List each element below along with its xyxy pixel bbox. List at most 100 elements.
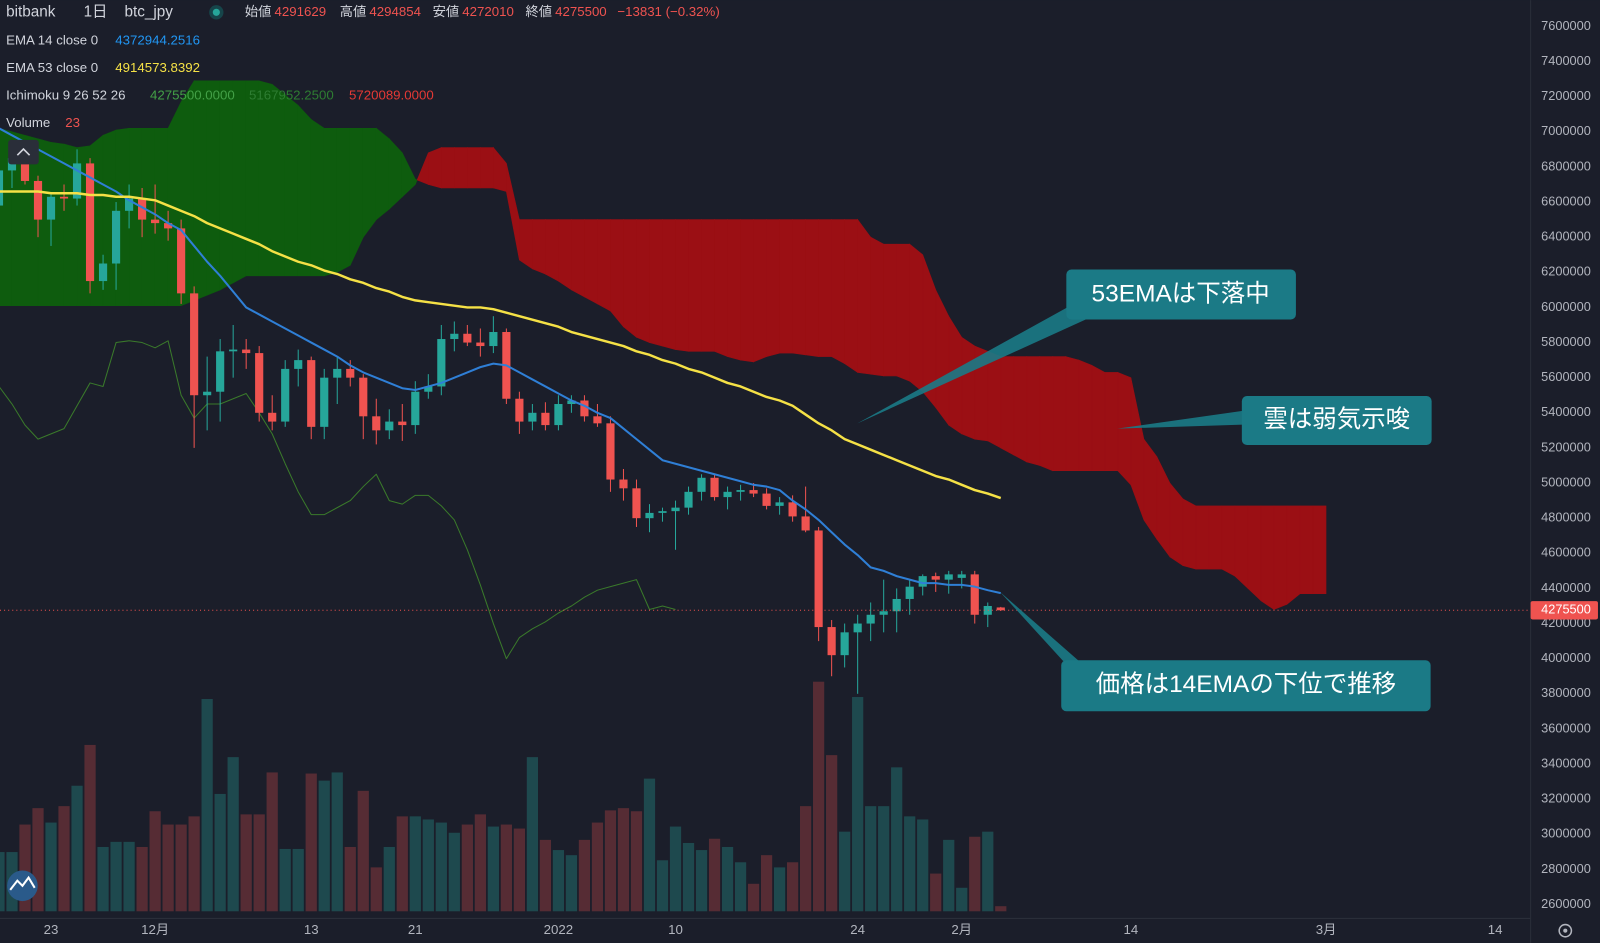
- candle-body: [151, 219, 160, 224]
- volume-bar: [526, 757, 539, 912]
- candle-body: [333, 368, 342, 378]
- candle-body: [749, 490, 758, 494]
- candle-body: [20, 158, 30, 181]
- interval[interactable]: 1日: [84, 3, 108, 20]
- cloud: [1260, 505, 1275, 611]
- volume-bar: [552, 850, 565, 912]
- volume-value: 23: [65, 115, 80, 130]
- cloud: [1013, 356, 1028, 463]
- y-tick-label: 2800000: [1541, 861, 1591, 876]
- volume-bar: [943, 839, 955, 912]
- indicator-legend: EMA 14 close 0 4372944.2516 EMA 53 close…: [6, 32, 434, 165]
- candle-body: [385, 421, 394, 431]
- cloud: [245, 80, 260, 277]
- open-label: 始値: [245, 4, 272, 19]
- candle-body: [72, 163, 82, 199]
- cloud: [883, 243, 897, 377]
- candle-body: [632, 488, 641, 519]
- ema14-label[interactable]: EMA 14 close 0: [6, 32, 98, 47]
- volume-bar: [19, 824, 31, 912]
- x-tick-label: 13: [304, 922, 319, 937]
- header: bitbank 1日 btc_jpy 始値 4291629 高値 4294854…: [6, 3, 720, 21]
- candle-body: [281, 368, 290, 422]
- close-value: 4275500: [555, 4, 607, 19]
- cloud: [1039, 356, 1054, 472]
- candle-body: [762, 493, 771, 506]
- volume-bar: [669, 826, 682, 912]
- volume-bar: [318, 780, 330, 912]
- x-tick-label: 21: [408, 922, 423, 937]
- ema53-label[interactable]: EMA 53 close 0: [6, 60, 98, 75]
- cloud: [154, 127, 169, 306]
- volume-bar: [84, 744, 96, 912]
- cloud: [792, 219, 806, 356]
- cloud: [714, 219, 728, 358]
- candle-body: [307, 360, 316, 427]
- logo[interactable]: [7, 870, 38, 902]
- volume-bar: [747, 883, 760, 912]
- volume-bar: [45, 822, 57, 912]
- volume-bar: [279, 848, 291, 912]
- volume-bar: [487, 826, 499, 912]
- volume-bar: [422, 819, 434, 912]
- candle-body: [372, 416, 381, 431]
- cloud: [219, 80, 234, 291]
- candle-body: [463, 333, 472, 343]
- y-tick-label: 6600000: [1541, 193, 1591, 208]
- y-tick-label: 3000000: [1541, 826, 1591, 841]
- close-label: 終値: [526, 4, 553, 19]
- ichimoku-value: 5720089.0000: [349, 87, 434, 102]
- candle-body: [359, 377, 368, 417]
- candle-body: [164, 223, 173, 229]
- candle-body: [801, 516, 810, 531]
- x-tick-label: 2022: [544, 922, 573, 937]
- annotations: 53EMAは下落中 雲は弱気示唆 価格は14EMAの下位で推移: [857, 269, 1432, 712]
- volume-bar: [578, 839, 591, 912]
- cloud: [1312, 505, 1327, 594]
- settings[interactable]: [1558, 923, 1573, 938]
- candle-body: [411, 391, 420, 426]
- cloud: [727, 219, 741, 361]
- cloud: [297, 104, 312, 277]
- collapse-icon: [16, 147, 31, 156]
- volume-bar: [865, 806, 877, 912]
- y-tick-label: 6800000: [1541, 158, 1591, 173]
- volume-bar: [396, 816, 408, 912]
- volume-bar: [826, 755, 838, 912]
- callout-text: 53EMAは下落中: [1092, 279, 1270, 307]
- volume-label[interactable]: Volume: [6, 115, 50, 130]
- volume-bar: [800, 806, 812, 912]
- candle-body: [840, 632, 849, 656]
- cloud: [1117, 371, 1132, 486]
- volume-bar: [721, 846, 734, 912]
- volume-bar: [917, 819, 929, 912]
- ichimoku-label[interactable]: Ichimoku 9 26 52 26: [6, 87, 125, 102]
- ichimoku-value: 5167952.2500: [249, 87, 334, 102]
- y-tick-label: 5800000: [1541, 334, 1591, 349]
- candle-body: [294, 360, 303, 369]
- volume-bar: [604, 810, 617, 912]
- volume-bar: [904, 816, 916, 912]
- cloud: [623, 219, 637, 338]
- volume-bar: [539, 839, 552, 912]
- volume-bar: [331, 772, 343, 912]
- exchange: bitbank: [6, 3, 56, 20]
- candle-body: [437, 339, 446, 387]
- candle-body: [98, 263, 108, 282]
- cloud: [805, 219, 819, 357]
- collapse-button[interactable]: [8, 139, 39, 165]
- y-tick-label: 4400000: [1541, 580, 1591, 595]
- candle-body: [255, 353, 264, 413]
- price-label: 4275500: [1541, 602, 1591, 617]
- volume-bar: [513, 828, 525, 912]
- low-value: 4272010: [462, 4, 514, 19]
- cloud: [1026, 356, 1041, 466]
- candle-body: [476, 342, 485, 347]
- cloud: [766, 219, 780, 357]
- volume-bar: [565, 855, 578, 912]
- volume-bar: [175, 824, 187, 912]
- cloud: [597, 219, 611, 312]
- cloud: [610, 219, 624, 328]
- cloud: [1104, 372, 1119, 472]
- cloud: [584, 219, 598, 305]
